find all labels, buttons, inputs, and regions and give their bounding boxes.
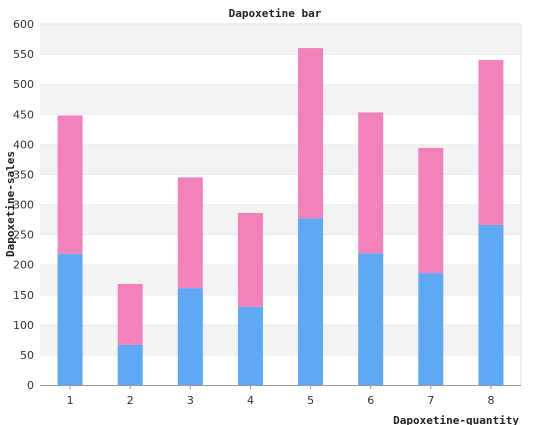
x-tick-label: 1 [67, 394, 74, 407]
bar-segment-1 [57, 253, 83, 385]
x-tick-label: 4 [247, 394, 254, 407]
bar-segment-2 [358, 112, 384, 254]
y-tick-label: 300 [13, 199, 34, 212]
y-tick-label: 100 [13, 319, 34, 332]
grid-band [40, 144, 521, 175]
y-axis-label: Dapoxetine-sales [4, 151, 17, 257]
y-tick-label: 200 [13, 259, 34, 272]
bar-segment-2 [478, 60, 504, 225]
y-tick-label: 550 [13, 48, 34, 61]
bar-segment-2 [237, 212, 263, 307]
bar-segment-2 [57, 115, 83, 254]
grid-band [40, 324, 521, 355]
bar-segment-1 [298, 218, 324, 385]
grid-band [40, 234, 521, 265]
x-tick-label: 6 [367, 394, 374, 407]
bar-segment-1 [117, 344, 143, 385]
y-tick-label: 150 [13, 289, 34, 302]
y-tick-label: 350 [13, 168, 34, 181]
x-tick-label: 7 [427, 394, 434, 407]
grid-band [40, 84, 521, 115]
y-tick-label: 0 [27, 379, 34, 392]
grid-band [40, 114, 521, 145]
bar-segment-1 [358, 253, 384, 385]
x-tick-label: 2 [127, 394, 134, 407]
chart-title: Dapoxetine bar [229, 7, 322, 20]
bar-segment-2 [117, 283, 143, 345]
grid-band [40, 204, 521, 235]
x-tick-label: 3 [187, 394, 194, 407]
x-tick-label: 5 [307, 394, 314, 407]
grid-band [40, 174, 521, 205]
bar-segment-1 [418, 273, 444, 385]
grid-band [40, 24, 521, 55]
bar-segment-2 [298, 48, 324, 219]
bar-segment-2 [177, 177, 203, 289]
y-tick-label: 450 [13, 108, 34, 121]
bar-segment-1 [237, 306, 263, 385]
grid-band [40, 54, 521, 85]
y-tick-label: 400 [13, 138, 34, 151]
y-axis-ticks: 0 50 100 150 200 250 300 350 400 450 500 550 600 [13, 18, 34, 392]
x-tick-label: 8 [487, 394, 494, 407]
y-tick-label: 600 [13, 18, 34, 31]
x-axis-ticks: 1 2 3 4 5 6 7 8 [67, 385, 494, 407]
y-tick-label: 250 [13, 229, 34, 242]
x-axis-label: Dapoxetine-quantity [393, 414, 519, 425]
grid-band [40, 264, 521, 295]
y-tick-label: 500 [13, 78, 34, 91]
bar-segment-1 [478, 224, 504, 385]
bar-segment-2 [418, 147, 444, 274]
grid-band [40, 294, 521, 325]
grid-band [40, 354, 521, 385]
bar-series [57, 48, 504, 385]
bar-segment-1 [177, 288, 203, 385]
background-bands [40, 23, 522, 385]
y-tick-label: 50 [20, 349, 34, 362]
